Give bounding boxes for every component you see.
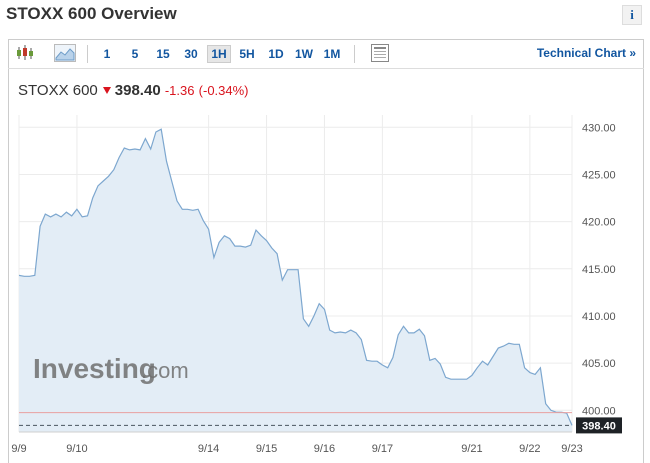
timeframe-1w[interactable]: 1W: [295, 47, 313, 61]
chart-toolbar: 1 5 15 30 1H 5H 1D 1W 1M Technical Chart…: [8, 39, 644, 69]
x-tick-label: 9/22: [519, 443, 540, 455]
watermark-brand: Investing: [33, 353, 156, 384]
x-tick-label: 9/14: [198, 443, 219, 455]
technical-chart-link[interactable]: Technical Chart »: [536, 46, 636, 60]
down-arrow-icon: [102, 87, 111, 95]
timeframe-1d[interactable]: 1D: [268, 47, 284, 61]
timeframe-5h[interactable]: 5H: [239, 47, 255, 61]
page-title: STOXX 600 Overview: [6, 4, 177, 23]
x-tick-label: 9/17: [372, 443, 393, 455]
toolbar-divider: [87, 45, 88, 63]
index-name: STOXX 600: [18, 82, 98, 99]
x-tick-label: 9/9: [11, 443, 26, 455]
quote-line: STOXX 600 398.40 -1.36 (-0.34%): [18, 82, 249, 99]
price-area-fill: [19, 129, 572, 432]
y-tick-label: 420.00: [582, 217, 616, 229]
y-tick-label: 400.00: [582, 405, 616, 417]
y-tick-label: 430.00: [582, 122, 616, 134]
timeframe-5[interactable]: 5: [131, 47, 139, 61]
timeframe-1[interactable]: 1: [103, 47, 111, 61]
x-tick-label: 9/10: [66, 443, 87, 455]
info-icon[interactable]: i: [622, 5, 642, 25]
x-tick-label: 9/21: [461, 443, 482, 455]
last-price-badge: [576, 417, 622, 434]
toolbar-divider: [354, 45, 355, 63]
timeframe-30[interactable]: 30: [184, 47, 198, 61]
price-change-percent: (-0.34%): [198, 83, 249, 98]
timeframe-1h[interactable]: 1H: [207, 45, 231, 63]
last-price-badge-label: 398.40: [582, 420, 616, 432]
x-tick-label: 9/23: [561, 443, 582, 455]
price-change: -1.36: [164, 83, 195, 98]
watermark-suffix: .com: [141, 358, 189, 383]
x-tick-label: 9/16: [314, 443, 335, 455]
y-tick-label: 405.00: [582, 358, 616, 370]
last-price: 398.40: [114, 82, 161, 99]
y-tick-label: 415.00: [582, 264, 616, 276]
timeframe-15[interactable]: 15: [156, 47, 170, 61]
y-tick-label: 410.00: [582, 311, 616, 323]
y-tick-label: 425.00: [582, 169, 616, 181]
area-chart-icon[interactable]: [54, 44, 76, 62]
timeframe-1m[interactable]: 1M: [323, 47, 341, 61]
table-view-icon[interactable]: [371, 44, 389, 62]
x-tick-label: 9/15: [256, 443, 277, 455]
price-series-line: [18, 128, 573, 426]
candlestick-chart-icon[interactable]: [15, 44, 35, 62]
chart-frame: [8, 39, 644, 463]
